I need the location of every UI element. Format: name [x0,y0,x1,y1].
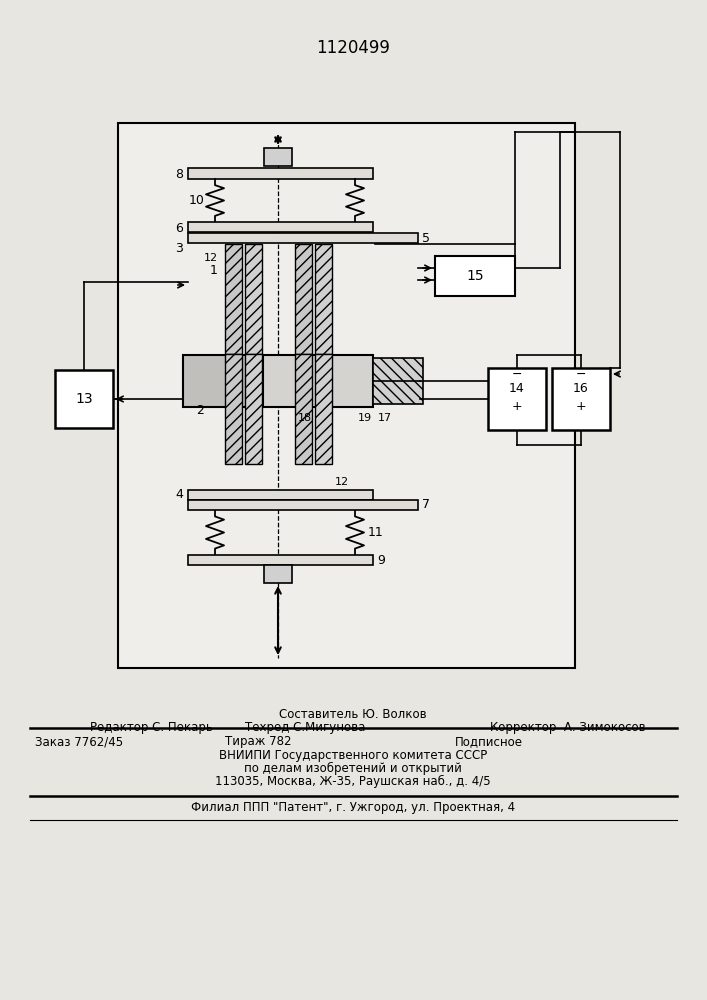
Text: Техред С.Мигунова: Техред С.Мигунова [245,720,366,734]
Text: 14: 14 [509,381,525,394]
Text: 3: 3 [175,241,183,254]
Text: Редактор С. Пекарь: Редактор С. Пекарь [90,720,213,734]
Text: +: + [575,399,586,412]
Text: 10: 10 [189,194,205,207]
Bar [373,358,423,404]
Text: 15: 15 [466,269,484,283]
Text: +: + [512,399,522,412]
Text: 113035, Москва, Ж-35, Раушская наб., д. 4/5: 113035, Москва, Ж-35, Раушская наб., д. … [215,774,491,788]
Text: −: − [575,367,586,380]
Text: 12: 12 [204,253,218,263]
Bar [225,354,242,464]
Bar [225,244,242,354]
Bar [435,256,515,296]
Text: 13: 13 [75,392,93,406]
Text: 1120499: 1120499 [316,39,390,57]
Bar [245,244,262,354]
Bar [118,123,575,668]
Text: по делам изобретений и открытий: по делам изобретений и открытий [244,761,462,775]
Text: 16: 16 [573,381,589,394]
Bar [315,244,332,354]
Text: 6: 6 [175,222,183,234]
Text: Корректор  А. Зимокосов: Корректор А. Зимокосов [490,720,645,734]
Bar [188,555,373,565]
Text: 18: 18 [298,413,312,423]
Text: Заказ 7762/45: Заказ 7762/45 [35,736,123,748]
Text: 5: 5 [422,232,430,244]
Text: ВНИИПИ Государственного комитета СССР: ВНИИПИ Государственного комитета СССР [219,750,487,762]
Text: 8: 8 [175,167,183,180]
Text: −: − [512,367,522,380]
Text: 17: 17 [378,413,392,423]
Bar [264,148,292,166]
Bar [263,355,318,407]
Text: 12: 12 [335,477,349,487]
Text: Составитель Ю. Волков: Составитель Ю. Волков [279,708,427,722]
Bar [188,168,373,179]
Text: 1: 1 [210,263,218,276]
Bar [183,355,263,407]
Bar [295,244,312,354]
Bar [318,355,373,407]
Text: Тираж 782: Тираж 782 [225,736,291,748]
Bar [55,370,113,428]
Text: 9: 9 [377,554,385,566]
Bar [245,354,262,464]
Bar [315,354,332,464]
Bar [488,368,546,430]
Text: 4: 4 [175,488,183,502]
Text: Филиал ППП "Патент", г. Ужгород, ул. Проектная, 4: Филиал ППП "Патент", г. Ужгород, ул. Про… [191,802,515,814]
Text: 7: 7 [422,498,430,512]
Bar [295,354,312,464]
Bar [264,565,292,583]
Text: 2: 2 [196,403,204,416]
Bar [188,500,418,510]
Bar [552,368,610,430]
Bar [188,222,373,232]
Text: 11: 11 [368,526,384,538]
Bar [188,233,418,243]
Text: Подписное: Подписное [455,736,523,748]
Text: 19: 19 [358,413,372,423]
Bar [188,490,373,500]
